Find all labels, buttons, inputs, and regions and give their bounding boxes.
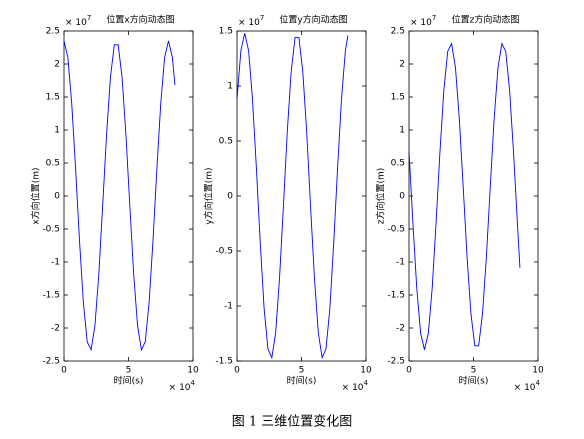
y-axis-label: y方向位置(m) bbox=[203, 167, 215, 224]
x-tick-label: 10 bbox=[532, 366, 544, 376]
x-tick-label: 0 bbox=[61, 366, 67, 376]
y-tick-label: 1.5 bbox=[391, 93, 405, 103]
axes-box bbox=[236, 30, 367, 362]
chart-title: 位置z方向动态图 bbox=[452, 14, 520, 26]
y-tick-label: 2 bbox=[54, 60, 60, 70]
x-axis-label: 时间(s) bbox=[114, 375, 144, 387]
x-tick-label: 5 bbox=[299, 366, 305, 376]
y-tick-label: -2.5 bbox=[42, 357, 60, 367]
multiplier-exponent: 7 bbox=[87, 14, 91, 22]
x-tick-label: 5 bbox=[126, 366, 132, 376]
y-tick-label: -1.5 bbox=[42, 291, 60, 301]
y-tick-label: 1 bbox=[399, 126, 405, 136]
multiplier-base: × 10 bbox=[65, 18, 87, 28]
y-tick-label: -1.5 bbox=[387, 291, 405, 301]
y-tick-label: -1 bbox=[224, 302, 233, 312]
y-tick-label: -0.5 bbox=[42, 225, 60, 235]
multiplier: × 104 bbox=[169, 379, 196, 393]
multiplier: × 107 bbox=[238, 14, 264, 28]
x-tick-label: 0 bbox=[406, 366, 412, 376]
y-tick-label: 1.5 bbox=[219, 27, 233, 37]
multiplier-exponent: 4 bbox=[191, 379, 196, 387]
y-tick-label: -1 bbox=[396, 258, 405, 268]
y-tick-label: -0.5 bbox=[387, 225, 405, 235]
axes-box bbox=[408, 30, 539, 362]
caption: 图 1 三维位置变化图 bbox=[232, 414, 353, 430]
x-axis-label: 时间(s) bbox=[287, 375, 317, 387]
x-tick-label: 0 bbox=[234, 366, 240, 376]
multiplier-exponent: 7 bbox=[432, 14, 436, 22]
y-tick-label: 1.5 bbox=[46, 93, 60, 103]
data-line bbox=[236, 33, 349, 360]
y-tick-label: 2.5 bbox=[46, 27, 60, 37]
multiplier-base: × 10 bbox=[342, 383, 364, 393]
y-tick-label: -1.5 bbox=[215, 357, 233, 367]
y-tick-label: 0 bbox=[54, 192, 60, 202]
x-axis-label: 时间(s) bbox=[459, 375, 489, 387]
multiplier-base: × 10 bbox=[238, 18, 260, 28]
y-tick-label: 0 bbox=[399, 192, 405, 202]
multiplier: × 104 bbox=[514, 379, 541, 393]
y-tick-label: 0.5 bbox=[46, 159, 60, 169]
chart-title: 位置x方向动态图 bbox=[106, 14, 174, 26]
y-tick-label: 0 bbox=[227, 192, 233, 202]
data-line bbox=[63, 40, 176, 352]
multiplier: × 104 bbox=[342, 379, 369, 393]
multiplier: × 107 bbox=[65, 14, 91, 28]
multiplier-base: × 10 bbox=[410, 18, 432, 28]
y-tick-label: -1 bbox=[51, 258, 60, 268]
y-tick-label: 1 bbox=[227, 82, 233, 92]
multiplier: × 107 bbox=[410, 14, 436, 28]
axes-box bbox=[63, 30, 194, 362]
data-line bbox=[408, 42, 521, 350]
chart-title: 位置y方向动态图 bbox=[279, 14, 347, 26]
x-tick-label: 5 bbox=[471, 366, 477, 376]
y-tick-label: -2.5 bbox=[387, 357, 405, 367]
y-tick-label: 2.5 bbox=[391, 27, 405, 37]
multiplier-base: × 10 bbox=[514, 383, 536, 393]
y-tick-label: -2 bbox=[51, 324, 60, 334]
multiplier-base: × 10 bbox=[169, 383, 191, 393]
y-axis-label: x方向位置(m) bbox=[30, 167, 42, 224]
y-tick-label: 1 bbox=[54, 126, 60, 136]
multiplier-exponent: 4 bbox=[364, 379, 369, 387]
y-tick-label: 0.5 bbox=[219, 137, 233, 147]
y-tick-label: 0.5 bbox=[391, 159, 405, 169]
y-tick-label: 2 bbox=[399, 60, 405, 70]
y-tick-label: -0.5 bbox=[215, 247, 233, 257]
multiplier-exponent: 4 bbox=[536, 379, 541, 387]
x-tick-label: 10 bbox=[187, 366, 199, 376]
y-tick-label: -2 bbox=[396, 324, 405, 334]
x-tick-label: 10 bbox=[360, 366, 372, 376]
multiplier-exponent: 7 bbox=[260, 14, 264, 22]
y-axis-label: z方向位置(m) bbox=[375, 168, 387, 225]
